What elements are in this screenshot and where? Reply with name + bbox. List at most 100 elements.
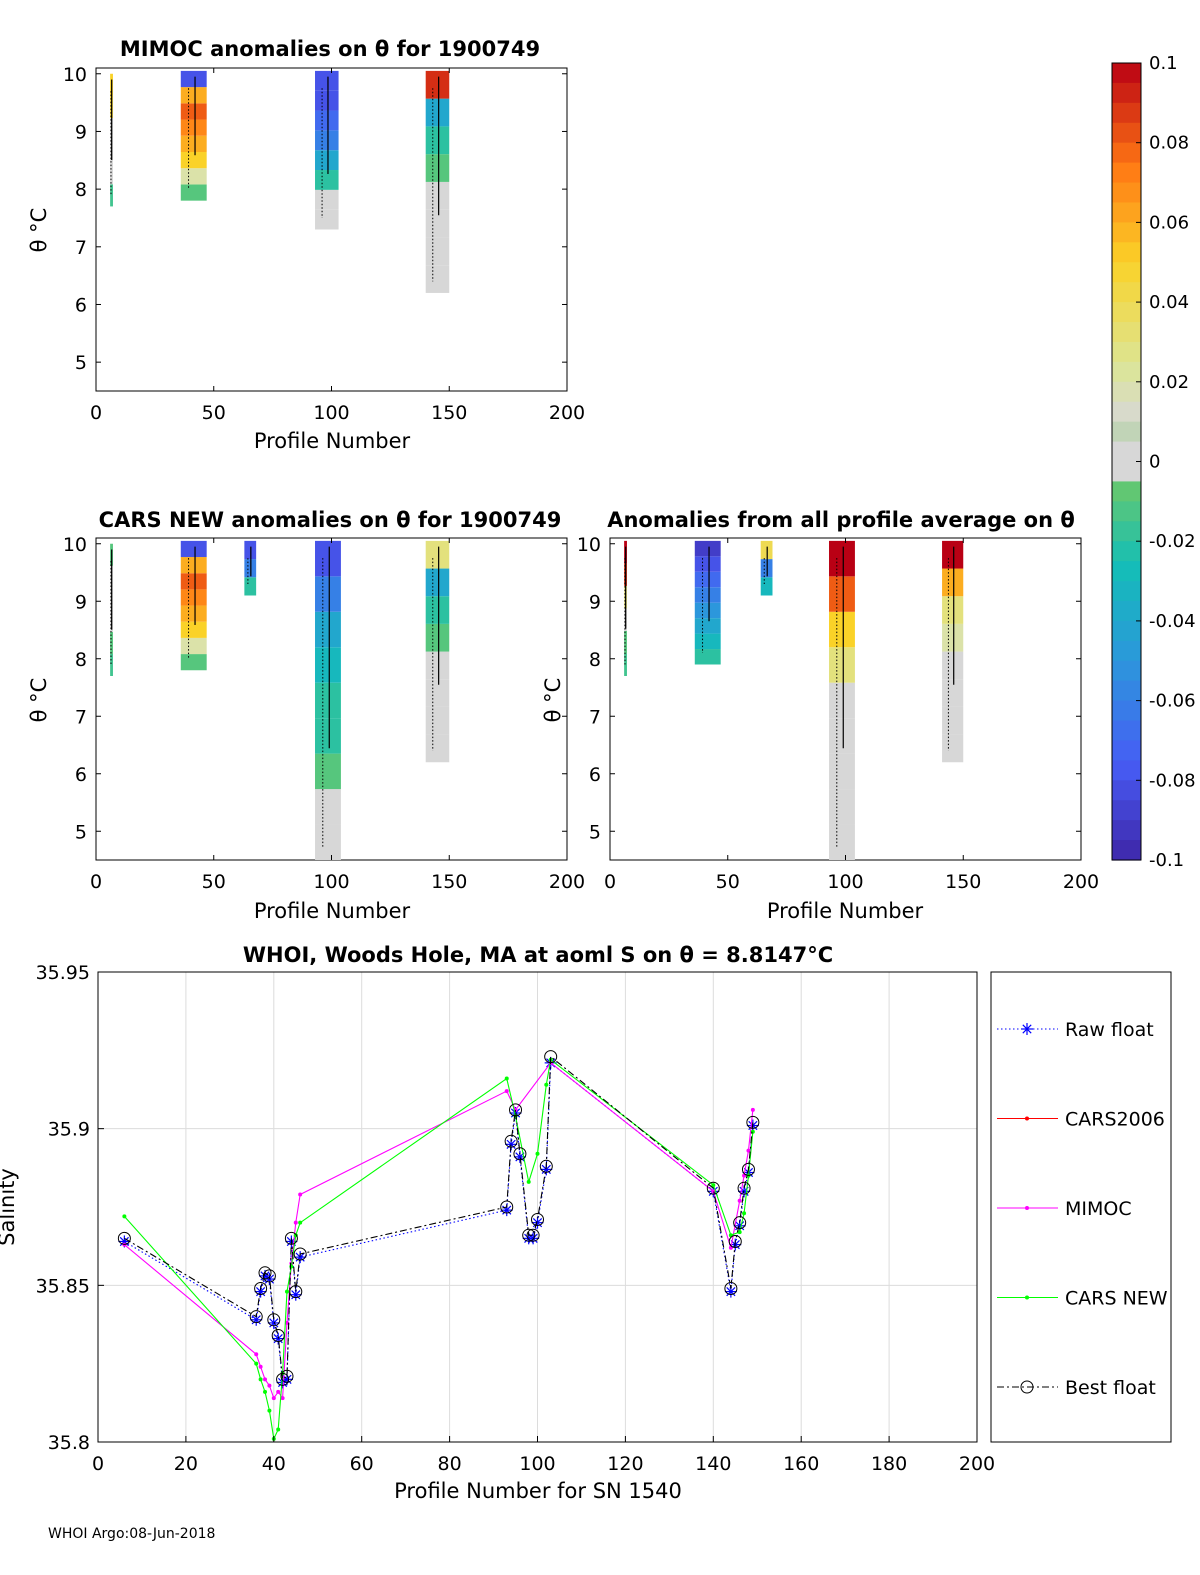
- salinity-series: [117, 1050, 760, 1441]
- data-point: [544, 1050, 558, 1064]
- colorbar-tick-label: 0.04: [1149, 292, 1189, 313]
- data-point: [1025, 1295, 1029, 1300]
- colorbar-cell: [1112, 780, 1141, 801]
- heatmap-cell: [942, 540, 964, 569]
- heatmap-cell: [942, 623, 964, 652]
- data-point: [271, 1328, 285, 1342]
- colorbar-cell: [1112, 541, 1141, 562]
- heatmap-cell: [942, 706, 964, 735]
- x-tick-label: 140: [695, 1453, 731, 1475]
- mimoc-ticks: 0 50 100 150 200 5 6 7 8 9 10: [63, 64, 585, 424]
- data-point: [742, 1211, 747, 1216]
- x-tick-label: 200: [549, 871, 585, 893]
- colorbar-cell: [1112, 720, 1141, 742]
- data-point: [249, 1310, 263, 1324]
- data-point: [711, 1183, 716, 1188]
- data-point: [535, 1151, 540, 1156]
- data-point: [276, 1372, 290, 1386]
- colorbar-cell: [1112, 182, 1141, 204]
- colorbar-cell: [1112, 162, 1141, 184]
- colorbar-cell: [1112, 760, 1141, 781]
- heatmap-cell: [425, 154, 450, 182]
- heatmap-cell: [425, 209, 450, 238]
- x-tick-label: 120: [607, 1453, 643, 1475]
- heatmap-cell: [425, 98, 450, 127]
- heatmap-cell: [760, 577, 773, 596]
- colorbar-cell: [1112, 740, 1141, 761]
- colorbar-cell: [1112, 680, 1141, 702]
- data-point: [254, 1281, 268, 1295]
- heatmap-cell: [315, 110, 339, 131]
- heatmap-cell: [624, 653, 627, 676]
- colorbar-tick-label: 0.08: [1149, 133, 1189, 154]
- colorbar-tick-label: 0.06: [1149, 212, 1189, 233]
- colorbar-cell: [1112, 521, 1141, 542]
- data-point: [258, 1364, 263, 1369]
- heatmap-cell: [425, 237, 450, 266]
- data-point: [271, 1396, 276, 1401]
- y-tick-label: 35.85: [36, 1275, 90, 1297]
- heatmap-cell: [425, 126, 450, 155]
- heatmap-cell: [110, 631, 113, 654]
- x-tick-label: 150: [945, 871, 981, 893]
- colorbar-cell: [1112, 421, 1141, 443]
- colorbar-tick-label: 0.02: [1149, 372, 1189, 393]
- y-tick-label: 5: [75, 821, 87, 843]
- data-point: [724, 1281, 738, 1295]
- y-tick-label: 5: [589, 821, 601, 843]
- colorbar-cell: [1112, 222, 1141, 243]
- y-tick-label: 7: [589, 706, 601, 728]
- legend-label: Raw float: [1065, 1019, 1154, 1041]
- heatmap-cell: [694, 649, 721, 665]
- colorbar-cell: [1112, 322, 1141, 343]
- x-tick-label: 100: [827, 871, 863, 893]
- data-point: [544, 1082, 549, 1087]
- heatmap-cell: [829, 753, 855, 790]
- heatmap-cell: [180, 119, 207, 136]
- colorbar-tick-label: -0.1: [1149, 850, 1184, 871]
- legend-item-cars2006: CARS2006: [997, 1109, 1165, 1131]
- data-point: [531, 1216, 544, 1229]
- y-tick-label: 10: [63, 64, 87, 86]
- data-point: [267, 1313, 281, 1327]
- colorbar-cell: [1112, 401, 1141, 423]
- avg-heatmap: [624, 540, 964, 860]
- y-tick-label: 7: [75, 706, 87, 728]
- data-point: [267, 1408, 272, 1413]
- colorbar-cell: [1112, 481, 1141, 502]
- colorbar-cell: [1112, 660, 1141, 682]
- heatmap-cell: [180, 621, 207, 638]
- data-point: [746, 1115, 760, 1129]
- data-point: [737, 1230, 742, 1235]
- colorbar: 0.1 0.08 0.06 0.04 0.02 0 -0.02 -0.04 -0.06 -0.08…: [1111, 53, 1196, 871]
- salinity-ylabel: Salinity: [0, 1168, 19, 1246]
- x-tick-label: 150: [431, 402, 467, 424]
- colorbar-cell: [1112, 361, 1141, 383]
- legend-label: CARS2006: [1065, 1109, 1165, 1131]
- heatmap-cell: [180, 654, 207, 671]
- heatmap-cell: [180, 557, 207, 574]
- heatmap-cell: [180, 637, 207, 655]
- colorbar-cell: [1112, 63, 1141, 84]
- salinity-title: WHOI, Woods Hole, MA at aoml S on θ = 8.…: [243, 943, 833, 967]
- data-point: [737, 1181, 751, 1195]
- heatmap-cell: [110, 184, 113, 207]
- cars-xlabel: Profile Number: [254, 899, 411, 923]
- y-tick-label: 35.8: [48, 1432, 90, 1454]
- heatmap-cell: [315, 150, 339, 171]
- heatmap-cell: [942, 568, 964, 597]
- heatmap-cell: [180, 573, 207, 590]
- data-point: [289, 1285, 303, 1299]
- legend-label: MIMOC: [1065, 1198, 1132, 1220]
- heatmap-cell: [110, 162, 113, 185]
- data-point: [1025, 1116, 1029, 1121]
- x-tick-label: 0: [92, 1453, 104, 1475]
- legend-box: [990, 971, 1172, 1443]
- data-point: [513, 1147, 527, 1161]
- x-tick-label: 60: [350, 1453, 374, 1475]
- heatmap-cell: [829, 540, 855, 577]
- avg-panel: Anomalies from all profile average on θ …: [541, 508, 1099, 923]
- cars-heatmap: [110, 540, 450, 860]
- heatmap-cell: [829, 718, 855, 754]
- mimoc-title: MIMOC anomalies on θ for 1900749: [120, 37, 540, 61]
